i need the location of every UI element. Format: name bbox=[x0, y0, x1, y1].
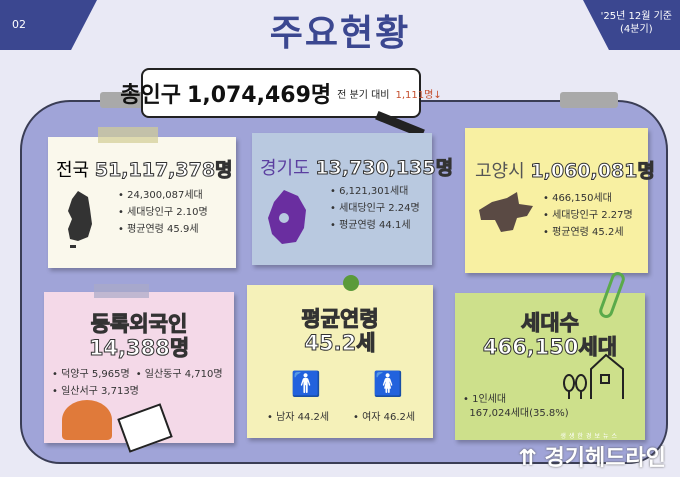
card-gyeonggi: 경기도 13,730,135명 6,121,301세대세대당인구 2.24명평균… bbox=[252, 133, 454, 265]
quarter-line: (4분기) bbox=[620, 24, 653, 35]
female-age-text: 여자 46.2세 bbox=[362, 412, 416, 423]
ilsandong-count: 일산동구 4,710명 bbox=[136, 366, 223, 383]
region-name: 전국 bbox=[56, 160, 90, 181]
clip-right bbox=[560, 92, 618, 108]
page-number: 02 bbox=[12, 18, 26, 31]
deogyang-count: 덕양구 5,965명 bbox=[52, 366, 130, 383]
date-line: '25년 12월 기준 bbox=[600, 11, 672, 22]
ilsanseo-count: 일산서구 3,713명 bbox=[52, 383, 237, 400]
logo-name: 경기헤드라인 bbox=[544, 446, 666, 471]
average-age: 평균연령 45.2세 bbox=[543, 224, 633, 241]
reference-date: '25년 12월 기준 (4분기) bbox=[601, 10, 672, 36]
card-goyang: 고양시 1,060,081명 466,150세대세대당인구 2.27명평균연령 … bbox=[465, 128, 655, 273]
card-households: 세대수 466,150세대 • 1인세대 167,024세대(35.8%) bbox=[455, 270, 645, 440]
korea-map-icon bbox=[68, 191, 92, 248]
tape bbox=[94, 284, 149, 298]
card-title: 세대수 bbox=[521, 311, 580, 336]
tape bbox=[98, 127, 158, 143]
persons-per-household: 세대당인구 2.27명 bbox=[543, 207, 633, 224]
card-value: 45.2세 bbox=[304, 331, 376, 356]
average-age: 평균연령 44.1세 bbox=[330, 217, 420, 234]
single-households: • 1인세대 167,024세대(35.8%) bbox=[463, 394, 569, 419]
card-average-age: 평균연령 45.2세 🚹 🚺 • 남자 44.2세 • 여자 46.2세 bbox=[247, 275, 433, 438]
goyang-map-icon bbox=[479, 192, 533, 232]
female-icon: 🚺 bbox=[373, 370, 403, 398]
page-title: 주요현황 bbox=[269, 13, 411, 54]
region-name: 경기도 bbox=[260, 158, 310, 179]
persons-per-household: 세대당인구 2.24명 bbox=[330, 200, 420, 217]
change-value: 1,111명↓ bbox=[395, 89, 442, 101]
households: 466,150세대 bbox=[543, 190, 633, 207]
male-icon: 🚹 bbox=[291, 370, 321, 398]
logo: ⇈ 경기헤드라인 bbox=[518, 446, 666, 471]
male-age-text: 남자 44.2세 bbox=[276, 412, 330, 423]
card-value: 14,388명 bbox=[88, 336, 190, 361]
house-tree-icon bbox=[563, 353, 624, 399]
single-value: 167,024세대(35.8%) bbox=[469, 408, 569, 419]
compare-label: 전 분기 대비 bbox=[337, 89, 390, 101]
total-population-box: 총인구 1,074,469명 전 분기 대비 1,111명↓ bbox=[120, 68, 442, 118]
total-label: 총인구 bbox=[120, 83, 182, 108]
character-illustration bbox=[62, 400, 112, 440]
logo-slogan: 생생한경보뉴스 bbox=[560, 433, 620, 440]
households: 6,121,301세대 bbox=[330, 183, 420, 200]
male-age: • 남자 44.2세 bbox=[267, 412, 330, 423]
region-population: 13,730,135명 bbox=[315, 157, 454, 180]
single-label: 1인세대 bbox=[472, 394, 507, 405]
female-age: • 여자 46.2세 bbox=[353, 412, 416, 423]
persons-per-household: 세대당인구 2.10명 bbox=[118, 204, 208, 221]
region-population: 1,060,081명 bbox=[530, 160, 655, 183]
average-age: 평균연령 45.9세 bbox=[118, 221, 208, 238]
card-value: 466,150세대 bbox=[482, 335, 618, 360]
households: 24,300,087세대 bbox=[118, 187, 208, 204]
card-title: 평균연령 bbox=[301, 307, 379, 332]
pin-icon bbox=[343, 275, 359, 291]
region-name: 고양시 bbox=[475, 161, 525, 182]
card-national: 전국 51,117,378명 24,300,087세대세대당인구 2.10명평균… bbox=[48, 127, 236, 268]
card-title: 등록외국인 bbox=[90, 312, 188, 337]
total-value: 1,074,469명 bbox=[187, 83, 332, 108]
region-population: 51,117,378명 bbox=[94, 159, 233, 182]
gyeonggi-map-icon bbox=[268, 190, 306, 244]
header-trapezoid bbox=[70, 0, 610, 52]
